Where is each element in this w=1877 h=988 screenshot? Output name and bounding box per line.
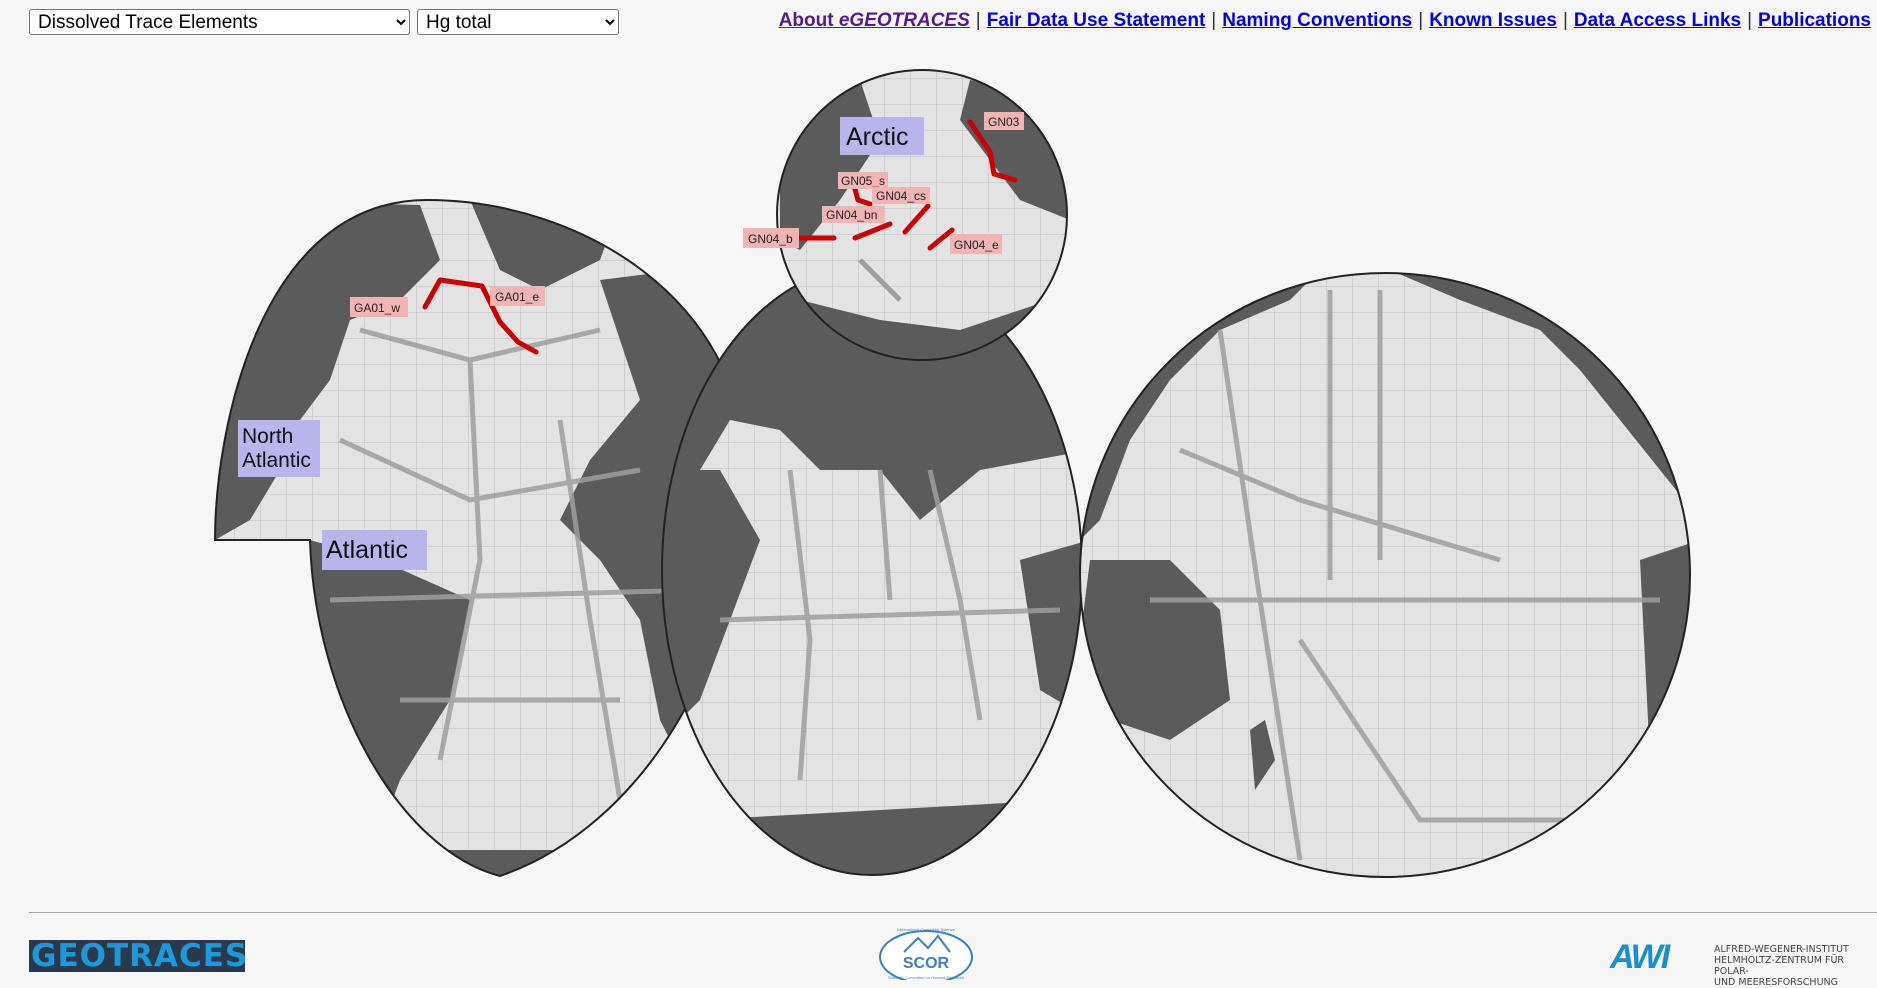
- africa-east-land: [662, 470, 760, 740]
- section-label-ga01-e[interactable]: GA01_e: [490, 286, 545, 306]
- track-gn03[interactable]: [967, 119, 1018, 183]
- footer-divider: [29, 912, 1877, 913]
- antarctica-land: [440, 850, 600, 876]
- about-egeotraces-link[interactable]: About eGEOTRACES: [778, 10, 970, 31]
- region-label-atlantic[interactable]: Atlantic: [322, 530, 427, 570]
- awi-logo-mark: AWI: [1610, 938, 1670, 976]
- svg-text:GA01_w: GA01_w: [354, 301, 400, 315]
- track-gn04-bn[interactable]: [852, 221, 893, 241]
- awi-logo-line-2: HELMHOLTZ-ZENTRUM FÜR POLAR-: [1714, 955, 1845, 977]
- section-label-gn03[interactable]: GN03: [984, 112, 1024, 130]
- new-zealand-land: [1250, 720, 1275, 790]
- svg-text:GN04_e: GN04_e: [954, 238, 999, 252]
- fair-data-use-link[interactable]: Fair Data Use Statement: [986, 10, 1206, 31]
- naming-conventions-link[interactable]: Naming Conventions: [1222, 10, 1413, 31]
- svg-text:GA01_e: GA01_e: [495, 290, 539, 304]
- parameter-select[interactable]: Hg total: [417, 9, 619, 35]
- svg-text:GN05_s: GN05_s: [841, 174, 885, 188]
- svg-text:International Council for Scie: International Council for Science: [897, 927, 955, 932]
- awi-logo[interactable]: AWI ALFRED-WEGENER-INSTITUT HELMHOLTZ-ZE…: [1608, 938, 1872, 988]
- svg-text:GN04_b: GN04_b: [748, 232, 793, 246]
- section-label-gn04-e[interactable]: GN04_e: [950, 234, 1002, 254]
- ocean-section-map[interactable]: GN03 GN05_s GN04_cs GN04_bn GN04_b GN04_…: [0, 40, 1877, 890]
- section-label-gn04-cs[interactable]: GN04_cs: [872, 187, 930, 204]
- section-label-gn04-b[interactable]: GN04_b: [743, 228, 799, 248]
- svg-text:Atlantic: Atlantic: [326, 536, 408, 564]
- highlighted-tracks[interactable]: [422, 119, 1018, 355]
- geotraces-logo[interactable]: GEOTRACES: [29, 940, 245, 972]
- svg-text:GN04_bn: GN04_bn: [826, 208, 877, 222]
- data-access-links-link[interactable]: Data Access Links: [1573, 10, 1742, 31]
- svg-text:Scientific Committee on Oceani: Scientific Committee on Oceanic Research: [888, 975, 964, 980]
- track-gn04-e[interactable]: [927, 227, 955, 251]
- svg-text:Arctic: Arctic: [846, 123, 909, 151]
- svg-text:GN04_cs: GN04_cs: [876, 189, 926, 203]
- publications-link[interactable]: Publications: [1758, 10, 1871, 31]
- track-ga01-w[interactable]: [422, 277, 485, 310]
- known-issues-link[interactable]: Known Issues: [1429, 10, 1557, 31]
- section-label-gn04-bn[interactable]: GN04_bn: [822, 206, 884, 223]
- geotraces-logo-text: GEOTRACES: [31, 940, 245, 972]
- region-label-arctic[interactable]: Arctic: [840, 117, 924, 155]
- top-navigation: About eGEOTRACES | Fair Data Use Statement…: [778, 10, 1871, 31]
- awi-logo-line-3: UND MEERESFORSCHUNG: [1714, 977, 1839, 988]
- section-label-gn05-s[interactable]: GN05_s: [838, 172, 888, 189]
- svg-text:Atlantic: Atlantic: [242, 449, 311, 472]
- scor-logo[interactable]: SCOR International Council for Science S…: [876, 922, 976, 980]
- australia-land: [1080, 560, 1230, 740]
- awi-logo-line-1: ALFRED-WEGENER-INSTITUT: [1714, 944, 1849, 955]
- category-select[interactable]: Dissolved Trace Elements: [29, 9, 410, 35]
- indian-lobe[interactable]: [660, 260, 1090, 880]
- section-label-ga01-w[interactable]: GA01_w: [350, 297, 408, 317]
- svg-text:North: North: [242, 425, 293, 448]
- pacific-lobe[interactable]: [1075, 270, 1700, 880]
- track-gn04-cs[interactable]: [902, 203, 931, 235]
- svg-text:GN03: GN03: [988, 115, 1020, 129]
- svg-text:SCOR: SCOR: [903, 955, 950, 972]
